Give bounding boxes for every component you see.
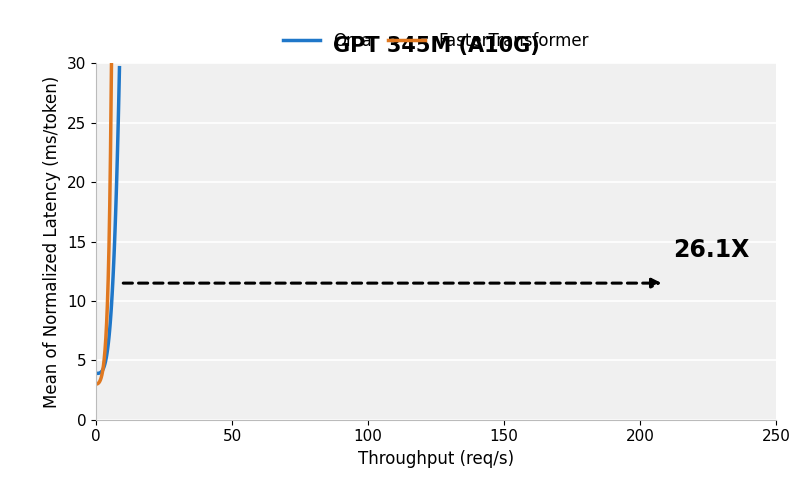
X-axis label: Throughput (req/s): Throughput (req/s) [358, 450, 514, 468]
FasterTransformer [105, 215, 114, 221]
FasterTransformer [102, 296, 112, 302]
Text: 26.1X: 26.1X [673, 238, 749, 262]
FasterTransformer [106, 61, 116, 66]
Orca [98, 367, 107, 373]
Orca [105, 328, 114, 334]
Title: GPT 345M (A10G): GPT 345M (A10G) [333, 36, 539, 56]
Orca [114, 65, 124, 71]
FasterTransformer [92, 381, 102, 387]
Line: FasterTransformer: FasterTransformer [97, 63, 111, 384]
Orca [98, 366, 108, 372]
FasterTransformer [106, 61, 116, 66]
Legend: Orca, FasterTransformer: Orca, FasterTransformer [276, 25, 596, 57]
Orca [93, 370, 102, 376]
Orca [111, 201, 121, 207]
Y-axis label: Mean of Normalized Latency (ms/token): Mean of Normalized Latency (ms/token) [43, 76, 62, 407]
FasterTransformer [94, 379, 104, 385]
FasterTransformer [102, 319, 111, 325]
Orca [99, 364, 109, 369]
Orca [111, 191, 121, 197]
FasterTransformer [98, 370, 107, 376]
Line: Orca: Orca [98, 68, 119, 373]
FasterTransformer [100, 352, 110, 358]
